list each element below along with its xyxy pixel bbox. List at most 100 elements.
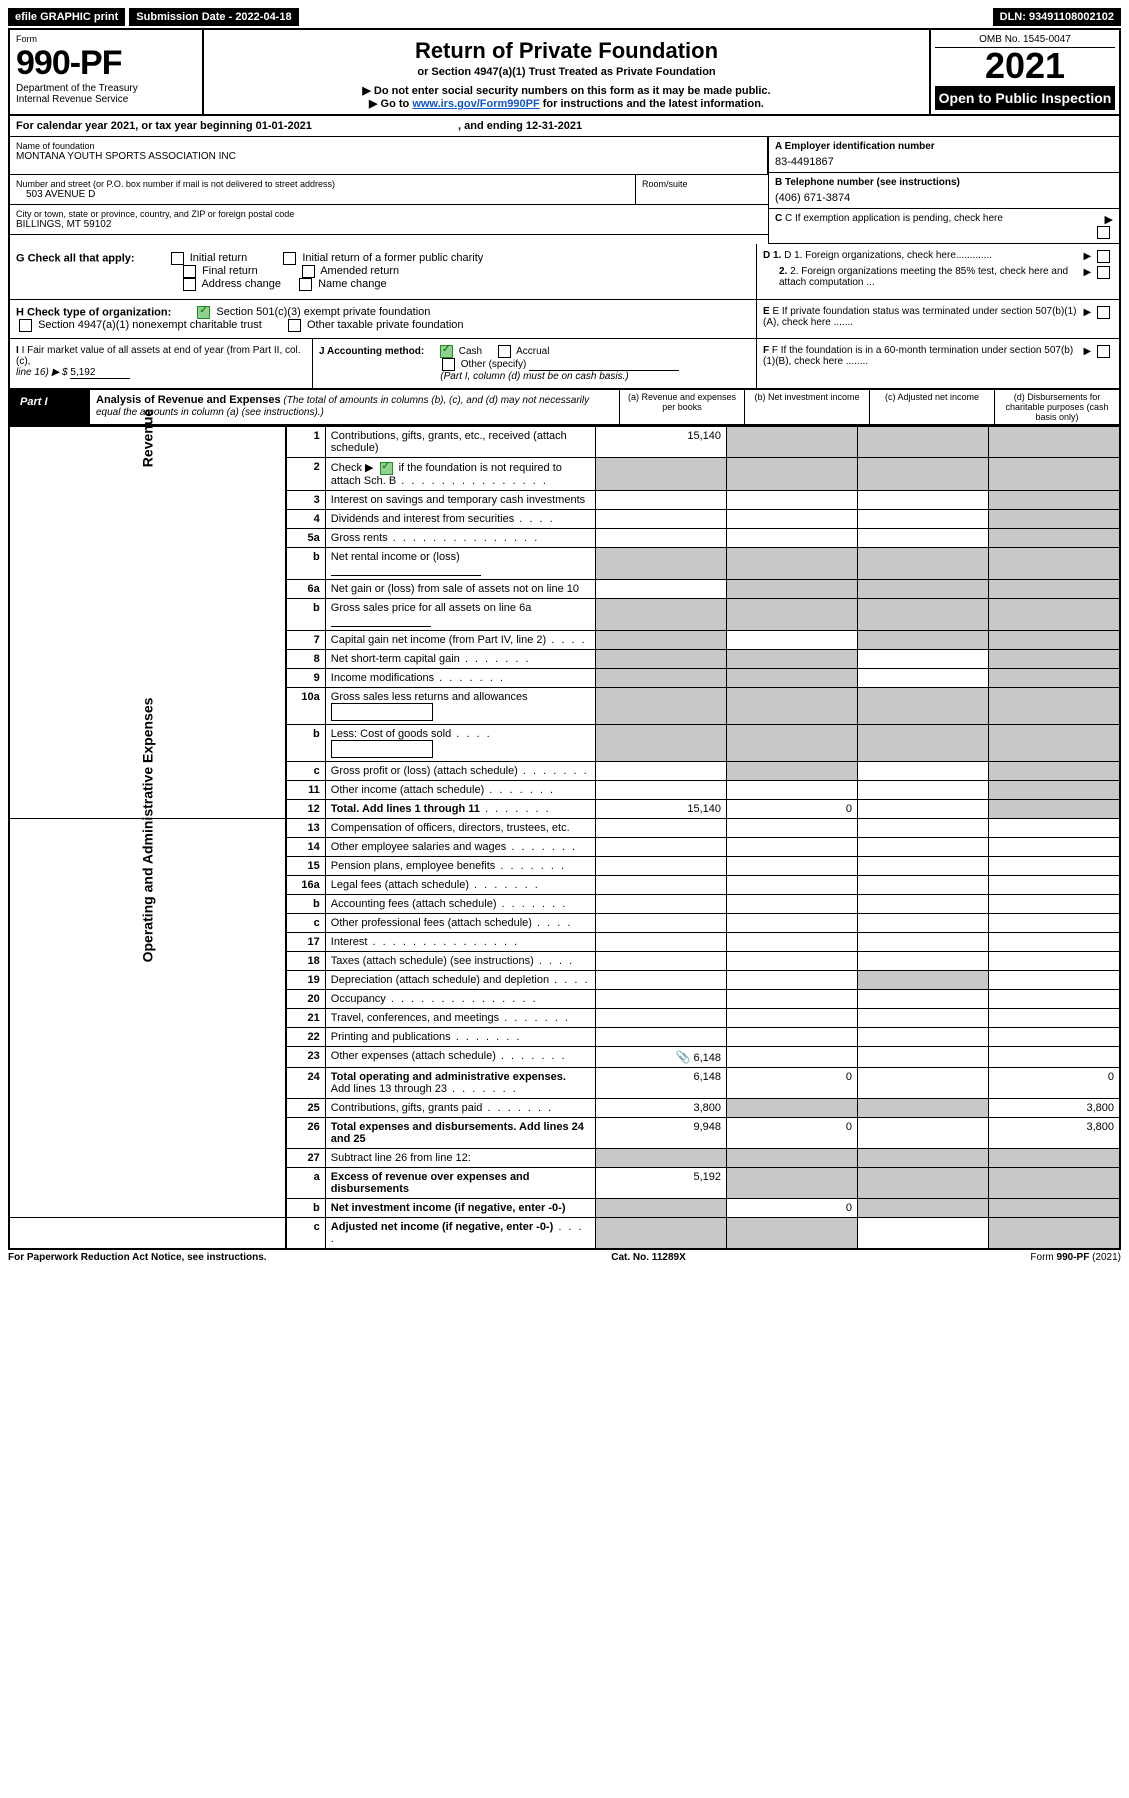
other-taxable-checkbox[interactable] xyxy=(288,319,301,332)
row-26-d: 3,800 xyxy=(989,1117,1121,1148)
i-line16: line 16) ▶ $ xyxy=(16,367,68,378)
tax-year: 2021 xyxy=(935,48,1115,84)
dln-label: DLN: 93491108002102 xyxy=(993,8,1121,26)
footer-right: Form 990-PF (2021) xyxy=(1030,1252,1121,1263)
foundation-name-label: Name of foundation xyxy=(16,141,761,151)
form-title: Return of Private Foundation xyxy=(214,38,919,64)
initial-return-checkbox[interactable] xyxy=(171,252,184,265)
other-method-checkbox[interactable] xyxy=(442,358,455,371)
part-1-header: Part I Analysis of Revenue and Expenses … xyxy=(8,390,1121,426)
room-label: Room/suite xyxy=(642,179,762,189)
row-1-a: 15,140 xyxy=(596,427,727,458)
d1-checkbox[interactable] xyxy=(1097,250,1110,263)
dept-line-1: Department of the Treasury xyxy=(16,83,196,94)
row-1-desc: Contributions, gifts, grants, etc., rece… xyxy=(325,427,595,458)
accrual-checkbox[interactable] xyxy=(498,345,511,358)
row-20-desc: Occupancy xyxy=(325,989,595,1008)
schb-checkbox[interactable] xyxy=(380,462,393,475)
initial-former-checkbox[interactable] xyxy=(283,252,296,265)
row-4-desc: Dividends and interest from securities xyxy=(325,509,595,528)
row-24-d: 0 xyxy=(989,1067,1121,1098)
row-27b-desc: Net investment income (if negative, ente… xyxy=(325,1198,595,1217)
row-18-desc: Taxes (attach schedule) (see instruction… xyxy=(325,951,595,970)
name-change-checkbox[interactable] xyxy=(299,278,312,291)
row-6b-desc: Gross sales price for all assets on line… xyxy=(325,598,595,630)
form-header: Form 990-PF Department of the Treasury I… xyxy=(8,28,1121,116)
top-bar: efile GRAPHIC print Submission Date - 20… xyxy=(8,8,1121,26)
col-a-header: (a) Revenue and expenses per books xyxy=(619,390,744,424)
address-label: Number and street (or P.O. box number if… xyxy=(16,179,629,189)
other-method-input[interactable] xyxy=(529,358,679,371)
row-17-desc: Interest xyxy=(325,932,595,951)
row-10c-desc: Gross profit or (loss) (attach schedule) xyxy=(325,761,595,780)
row-16a-desc: Legal fees (attach schedule) xyxy=(325,875,595,894)
row-26-desc: Total expenses and disbursements. Add li… xyxy=(325,1117,595,1148)
phone-label: B Telephone number (see instructions) xyxy=(775,177,1113,188)
row-16b-desc: Accounting fees (attach schedule) xyxy=(325,894,595,913)
c-label: C C If exemption application is pending,… xyxy=(775,213,1083,224)
row-5b-desc: Net rental income or (loss) xyxy=(325,547,595,579)
row-5b-input[interactable] xyxy=(331,563,481,576)
row-14-desc: Other employee salaries and wages xyxy=(325,837,595,856)
submission-date: Submission Date - 2022-04-18 xyxy=(129,8,298,26)
row-25-desc: Contributions, gifts, grants paid xyxy=(325,1098,595,1117)
row-2-desc: Check ▶ if the foundation is not require… xyxy=(325,458,595,491)
row-10a-desc: Gross sales less returns and allowances xyxy=(325,687,595,724)
attach-icon[interactable]: 📎 xyxy=(675,1050,690,1064)
part-1-label: Part I xyxy=(10,390,90,424)
d2-checkbox[interactable] xyxy=(1097,266,1110,279)
row-13-desc: Compensation of officers, directors, tru… xyxy=(325,818,595,837)
j-note: (Part I, column (d) must be on cash basi… xyxy=(319,371,750,382)
city-label: City or town, state or province, country… xyxy=(16,209,762,219)
row-27b-b: 0 xyxy=(727,1198,858,1217)
expenses-side-label: Operating and Administrative Expenses xyxy=(139,697,155,962)
final-return-checkbox[interactable] xyxy=(183,265,196,278)
c-checkbox[interactable] xyxy=(1097,226,1110,239)
row-7-desc: Capital gain net income (from Part IV, l… xyxy=(325,630,595,649)
i-j-f-row: I I Fair market value of all assets at e… xyxy=(8,339,1121,390)
address: 503 AVENUE D xyxy=(16,189,629,200)
city: BILLINGS, MT 59102 xyxy=(16,219,762,230)
efile-button[interactable]: efile GRAPHIC print xyxy=(8,8,125,26)
g-label: G Check all that apply: xyxy=(16,252,135,264)
row-10b-input[interactable] xyxy=(331,740,433,758)
col-d-header: (d) Disbursements for charitable purpose… xyxy=(994,390,1119,424)
address-change-checkbox[interactable] xyxy=(183,278,196,291)
col-b-header: (b) Net investment income xyxy=(744,390,869,424)
instructions-link[interactable]: www.irs.gov/Form990PF xyxy=(412,98,539,110)
d1-label: D 1. D 1. Foreign organizations, check h… xyxy=(763,250,1083,261)
row-9-desc: Income modifications xyxy=(325,668,595,687)
row-21-desc: Travel, conferences, and meetings xyxy=(325,1008,595,1027)
h-e-row: H Check type of organization: Section 50… xyxy=(8,300,1121,339)
f-checkbox[interactable] xyxy=(1097,345,1110,358)
calendar-year-row: For calendar year 2021, or tax year begi… xyxy=(8,116,1121,137)
i-label: I I Fair market value of all assets at e… xyxy=(16,345,301,367)
row-6a-desc: Net gain or (loss) from sale of assets n… xyxy=(325,579,595,598)
row-19-desc: Depreciation (attach schedule) and deple… xyxy=(325,970,595,989)
row-16c-desc: Other professional fees (attach schedule… xyxy=(325,913,595,932)
info-block: Name of foundation MONTANA YOUTH SPORTS … xyxy=(8,137,1121,244)
form-subtitle: or Section 4947(a)(1) Trust Treated as P… xyxy=(214,66,919,78)
row-3-desc: Interest on savings and temporary cash i… xyxy=(325,490,595,509)
row-10a-input[interactable] xyxy=(331,703,433,721)
4947-checkbox[interactable] xyxy=(19,319,32,332)
row-12-a: 15,140 xyxy=(596,799,727,818)
g-d-row: G Check all that apply: Initial return I… xyxy=(8,244,1121,300)
d2-label: 2. 2. Foreign organizations meeting the … xyxy=(763,266,1083,288)
row-23-desc: Other expenses (attach schedule) xyxy=(325,1046,595,1067)
amended-return-checkbox[interactable] xyxy=(302,265,315,278)
footer: For Paperwork Reduction Act Notice, see … xyxy=(8,1252,1121,1263)
part-1-title: Analysis of Revenue and Expenses xyxy=(96,394,281,406)
row-25-a: 3,800 xyxy=(596,1098,727,1117)
row-6b-input[interactable] xyxy=(331,614,431,627)
row-27-desc: Subtract line 26 from line 12: xyxy=(325,1148,595,1167)
f-label: F F If the foundation is in a 60-month t… xyxy=(763,345,1083,367)
cash-checkbox[interactable] xyxy=(440,345,453,358)
ein-label: A Employer identification number xyxy=(775,141,1113,152)
row-27a-desc: Excess of revenue over expenses and disb… xyxy=(325,1167,595,1198)
e-checkbox[interactable] xyxy=(1097,306,1110,319)
row-25-d: 3,800 xyxy=(989,1098,1121,1117)
col-c-header: (c) Adjusted net income xyxy=(869,390,994,424)
dept-line-2: Internal Revenue Service xyxy=(16,94,196,105)
501c3-checkbox[interactable] xyxy=(197,306,210,319)
